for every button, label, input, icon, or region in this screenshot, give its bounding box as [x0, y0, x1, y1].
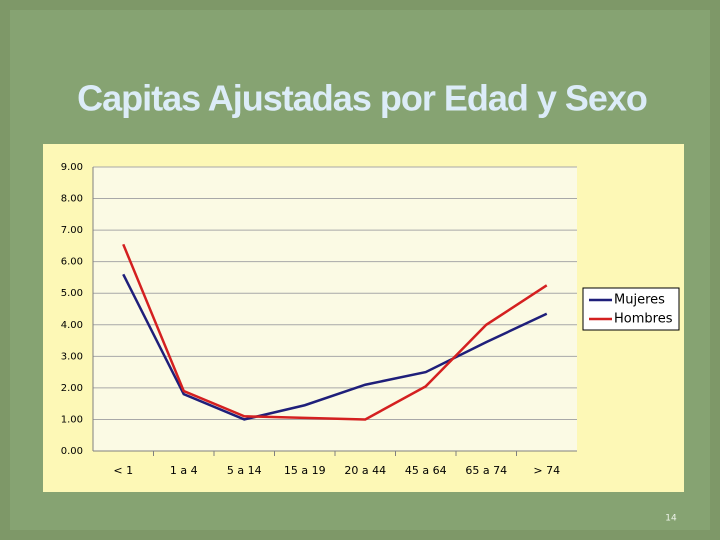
y-tick-label: 8.00: [61, 194, 83, 205]
y-tick-label: 0.00: [61, 446, 83, 457]
plot-area: [93, 167, 577, 451]
x-tick-label: 45 a 64: [405, 464, 447, 477]
slide-number: 14: [665, 514, 677, 524]
x-tick-label: < 1: [113, 464, 133, 477]
y-tick-label: 6.00: [61, 257, 83, 268]
chart-title: Capitas Ajustadas por Edad y Sexo: [77, 78, 647, 119]
legend-box: [582, 287, 680, 331]
data-line: [122, 273, 548, 421]
y-tick-label: 3.00: [61, 351, 83, 362]
x-tick-label: 15 a 19: [284, 464, 326, 477]
x-tick-label: 20 a 44: [344, 464, 386, 477]
legend-label: Hombres: [614, 312, 673, 327]
x-tick-label: 5 a 14: [227, 464, 262, 477]
y-tick-label: 9.00: [61, 162, 83, 173]
chart: 0.00 1.00 2.00 3.00 4.00 5.00 6.00 7.00 8.00 9.00…: [61, 162, 680, 477]
y-tick-label: 7.00: [61, 225, 83, 236]
legend-label: Mujeres: [614, 293, 665, 308]
y-tick-label: 4.00: [61, 320, 83, 331]
y-tick-label: 5.00: [61, 288, 83, 299]
x-tick-label: 1 a 4: [170, 464, 198, 477]
data-line: [122, 243, 548, 421]
y-tick-label: 1.00: [61, 414, 83, 425]
x-tick-label: 65 a 74: [465, 464, 507, 477]
y-tick-label: 2.00: [61, 383, 83, 394]
x-tick-label: > 74: [533, 464, 560, 477]
